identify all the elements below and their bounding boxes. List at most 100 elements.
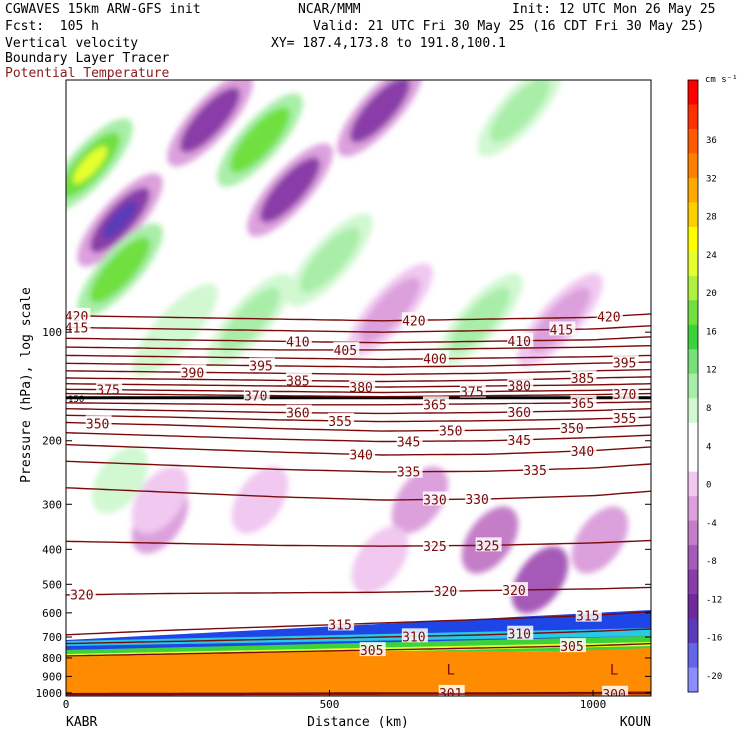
theta-line-330 (66, 487, 651, 501)
theta-label-420: 420 (402, 314, 425, 329)
theta-label-310: 310 (508, 628, 531, 643)
theta-label-301: 301 (439, 687, 462, 702)
tropopause-label: 150 (68, 395, 84, 405)
y-tick-label: 1000 (36, 687, 63, 700)
colorbar-tick-label: -20 (706, 672, 722, 682)
vv-cell (131, 466, 189, 534)
theta-label-bg (180, 364, 207, 379)
y-axis-label: Pressure (hPa), log scale (19, 287, 34, 483)
theta-label-bg (570, 442, 597, 457)
theta-label-bg (285, 333, 312, 348)
theta-line-350 (66, 421, 651, 432)
theta-label-bg (85, 415, 112, 430)
theta-label-bg (575, 607, 602, 622)
colorbar-swatch (688, 300, 698, 326)
colorbar-swatch (688, 349, 698, 375)
vv-cell (490, 80, 550, 143)
theta-label-bg (349, 378, 376, 393)
theta-label-360: 360 (286, 407, 309, 422)
theta-label-405: 405 (334, 344, 357, 359)
colorbar-tick-label: 32 (706, 174, 717, 184)
theta-line-375 (66, 388, 651, 394)
colorbar-tick-label: -4 (706, 519, 717, 529)
vv-cell (90, 237, 150, 303)
colorbar-swatch (688, 177, 698, 203)
theta-label-330: 330 (423, 493, 446, 508)
theta-label-415: 415 (65, 322, 88, 337)
y-tick-label: 400 (42, 543, 62, 556)
colorbar-swatch (688, 251, 698, 277)
theta-label-bg (549, 321, 576, 336)
colorbar-swatch (688, 80, 698, 105)
theta-label-375: 375 (460, 386, 483, 401)
colorbar-tick-label: 36 (706, 136, 717, 146)
theta-label-320: 320 (502, 584, 525, 599)
left-station-label: KABR (66, 715, 97, 730)
colorbar-swatch (688, 594, 698, 620)
theta-line-420 (66, 313, 651, 322)
theta-label-300: 300 (602, 688, 625, 703)
colorbar-tick-label: -16 (706, 634, 722, 644)
colorbar-swatch (688, 496, 698, 522)
theta-label-395: 395 (249, 360, 272, 375)
vv-cell (220, 287, 280, 353)
vv-cell (351, 526, 409, 594)
theta-label-bg (359, 642, 386, 657)
y-tick-label: 100 (42, 326, 62, 339)
vv-cell (530, 287, 590, 353)
theta-label-320: 320 (434, 585, 457, 600)
theta-label-410: 410 (286, 336, 309, 351)
theta-label-bg (602, 685, 629, 696)
theta-label-335: 335 (397, 466, 420, 481)
vv-cell (350, 80, 410, 143)
theta-label-bg (559, 420, 586, 435)
theta-label-345: 345 (508, 434, 531, 449)
theta-label-bg (507, 377, 534, 392)
velocity-blobs (66, 80, 629, 614)
theta-label-bg (285, 404, 312, 419)
theta-label-370: 370 (613, 388, 636, 403)
theta-label-350: 350 (439, 425, 462, 440)
theta-label-385: 385 (571, 372, 594, 387)
theta-label-bg (501, 582, 528, 597)
theta-label-365: 365 (423, 398, 446, 413)
theta-label-345: 345 (397, 435, 420, 450)
colorbar-swatch (688, 545, 698, 571)
y-tick-label: 300 (42, 498, 62, 511)
theta-label-355: 355 (328, 415, 351, 430)
theta-label-bg (328, 616, 355, 631)
theta-label-bg (422, 350, 449, 365)
colorbar-swatch (688, 104, 698, 130)
theta-line-300 (66, 693, 651, 696)
theta-label-bg (422, 396, 449, 411)
low-center-label: L (610, 663, 618, 679)
theta-label-315: 315 (576, 610, 599, 625)
vv-cell (571, 506, 629, 574)
colorbar-frame (687, 79, 699, 693)
colorbar-swatch (688, 226, 698, 252)
colorbar-swatch (688, 422, 698, 448)
colorbar-swatch (688, 471, 698, 497)
theta-line-360 (66, 408, 651, 415)
colorbar: 36 32 28 24 20 16 12 8 4 0 -4 -8 -12 -16 -20 (687, 79, 722, 693)
theta-label-bg (69, 586, 96, 601)
y-tick-label: 700 (42, 631, 62, 644)
theta-label-420: 420 (597, 310, 620, 325)
colorbar-swatch (688, 128, 698, 154)
theta-label-355: 355 (613, 412, 636, 427)
vv-cell (260, 157, 320, 223)
colorbar-swatch (688, 569, 698, 595)
colorbar-tick-label: -12 (706, 595, 722, 605)
theta-label-bg (396, 433, 423, 448)
theta-line-390 (66, 368, 651, 376)
y-tick-label: 900 (42, 670, 62, 683)
vv-cell (132, 283, 218, 377)
vv-cell (102, 201, 138, 239)
vv-cell (450, 287, 510, 353)
theta-label-bg (459, 383, 486, 398)
plot-frame (65, 79, 652, 697)
theta-label-410: 410 (508, 335, 531, 350)
theta-label-bg (612, 386, 639, 401)
